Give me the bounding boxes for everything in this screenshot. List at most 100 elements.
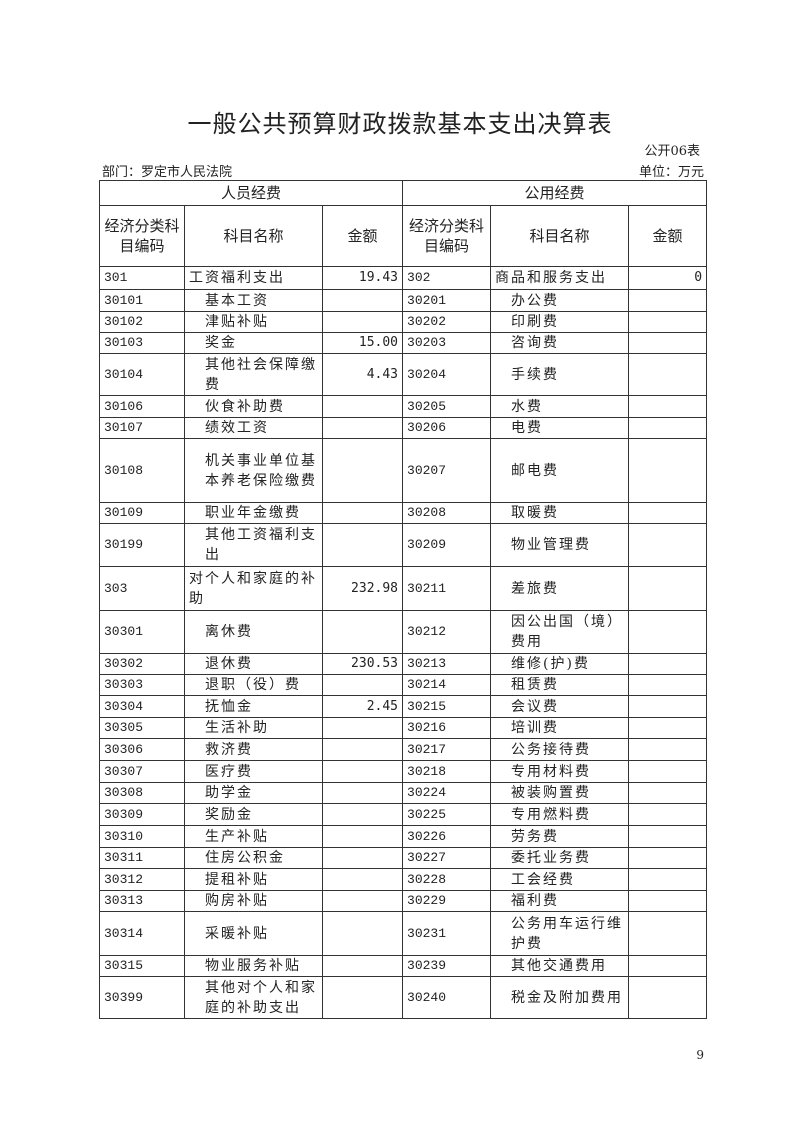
public-amount-cell (628, 332, 708, 354)
personnel-code-cell: 30311 (99, 847, 185, 869)
personnel-name-cell: 其他社会保障缴费 (184, 353, 323, 396)
public-name-cell: 咨询费 (490, 332, 630, 354)
public-name-cell: 劳务费 (490, 825, 630, 848)
public-name-cell: 专用材料费 (490, 760, 630, 783)
public-name-cell: 福利费 (490, 890, 630, 912)
personnel-name-cell: 奖金 (184, 332, 323, 354)
personnel-amount-cell (321, 760, 404, 783)
public-name-cell: 邮电费 (490, 438, 630, 503)
public-code-cell: 30204 (402, 353, 492, 396)
public-code-cell: 30209 (402, 523, 492, 567)
public-code-cell: 30213 (402, 653, 492, 675)
personnel-name-cell: 对个人和家庭的补助 (184, 566, 323, 611)
public-code-cell: 30217 (402, 738, 492, 761)
personnel-name-cell: 提租补贴 (184, 868, 323, 891)
public-code-cell: 30216 (402, 717, 492, 739)
public-name-cell: 租赁费 (490, 674, 630, 696)
personnel-code-cell: 30304 (99, 695, 185, 718)
personnel-name-cell: 住房公积金 (184, 847, 323, 869)
public-amount-cell (628, 955, 708, 977)
public-name-cell: 专用燃料费 (490, 803, 630, 826)
department-label: 部门：罗定市人民法院 (102, 165, 233, 180)
table-row: 30104 其他社会保障缴费 4.43 30204 手续费 (99, 353, 708, 396)
table-row: 30109 职业年金缴费 30208 取暖费 (99, 502, 708, 524)
personnel-code-cell: 30312 (99, 868, 185, 891)
public-name-cell: 被装购置费 (490, 782, 630, 804)
public-amount-cell (628, 566, 708, 611)
table-row: 30302 退休费 230.53 30213 维修(护)费 (99, 653, 708, 675)
page-title: 一般公共预算财政拨款基本支出决算表 (187, 110, 613, 138)
public-amount-cell (628, 890, 708, 912)
public-code-cell: 30228 (402, 868, 492, 891)
public-code-cell: 302 (402, 266, 492, 290)
public-name-cell: 公务接待费 (490, 738, 630, 761)
group-header-public: 公用经费 (402, 180, 708, 206)
personnel-code-cell: 30313 (99, 890, 185, 912)
group-header-personnel: 人员经费 (98, 180, 404, 206)
personnel-amount-cell (321, 610, 404, 654)
public-code-cell: 30203 (402, 332, 492, 354)
public-code-cell: 30214 (402, 674, 492, 696)
personnel-amount-cell (321, 417, 404, 439)
header-amount: 金额 (628, 205, 708, 267)
public-code-cell: 30212 (402, 610, 492, 654)
personnel-amount-cell (321, 717, 404, 739)
personnel-name-cell: 采暖补贴 (184, 911, 323, 956)
table-row: 30315 物业服务补贴 30239 其他交通费用 (99, 955, 708, 977)
public-amount-cell (628, 782, 708, 804)
personnel-name-cell: 助学金 (184, 782, 323, 804)
personnel-name-cell: 生活补助 (184, 717, 323, 739)
personnel-amount-cell (321, 523, 404, 567)
table-row: 30101 基本工资 30201 办公费 (99, 289, 708, 312)
header-name: 科目名称 (490, 205, 630, 267)
public-code-cell: 30205 (402, 395, 492, 418)
public-amount-cell (628, 717, 708, 739)
personnel-code-cell: 30106 (99, 395, 185, 418)
public-name-cell: 物业管理费 (490, 523, 630, 567)
personnel-name-cell: 退休费 (184, 653, 323, 675)
public-amount-cell (628, 825, 708, 848)
public-amount-cell (628, 502, 708, 524)
table-row: 30303 退职（役）费 30214 租赁费 (99, 674, 708, 696)
public-amount-cell (628, 311, 708, 333)
table-row: 30311 住房公积金 30227 委托业务费 (99, 847, 708, 869)
personnel-amount-cell: 4.43 (321, 353, 404, 396)
table-row: 301 工资福利支出 19.43 302 商品和服务支出 0 (99, 266, 708, 290)
personnel-code-cell: 30399 (99, 976, 185, 1019)
public-name-cell: 手续费 (490, 353, 630, 396)
unit-label: 单位：万元 (638, 165, 704, 180)
personnel-amount-cell: 2.45 (321, 695, 404, 718)
public-amount-cell (628, 395, 708, 418)
table-row: 30102 津贴补贴 30202 印刷费 (99, 311, 708, 333)
table-row: 30108 机关事业单位基本养老保险缴费 30207 邮电费 (99, 438, 708, 503)
table-row: 30309 奖励金 30225 专用燃料费 (99, 803, 708, 826)
personnel-code-cell: 30103 (99, 332, 185, 354)
personnel-code-cell: 30310 (99, 825, 185, 848)
header-code: 经济分类科目编码 (402, 205, 492, 267)
form-number: 公开06表 (644, 144, 700, 159)
public-name-cell: 其他交通费用 (490, 955, 630, 977)
personnel-amount-cell: 19.43 (321, 266, 404, 290)
table-row: 30103 奖金 15.00 30203 咨询费 (99, 332, 708, 354)
public-amount-cell (628, 289, 708, 312)
public-code-cell: 30227 (402, 847, 492, 869)
public-amount-cell (628, 760, 708, 783)
table-row: 30308 助学金 30224 被装购置费 (99, 782, 708, 804)
header-code: 经济分类科目编码 (99, 205, 185, 267)
public-code-cell: 30226 (402, 825, 492, 848)
public-amount-cell (628, 695, 708, 718)
personnel-code-cell: 30302 (99, 653, 185, 675)
personnel-name-cell: 购房补贴 (184, 890, 323, 912)
table-row: 30106 伙食补助费 30205 水费 (99, 395, 708, 418)
public-code-cell: 30231 (402, 911, 492, 956)
header-name: 科目名称 (184, 205, 323, 267)
public-code-cell: 30229 (402, 890, 492, 912)
public-amount-cell: 0 (628, 266, 708, 290)
table-row: 30312 提租补贴 30228 工会经费 (99, 868, 708, 891)
personnel-code-cell: 30306 (99, 738, 185, 761)
public-code-cell: 30240 (402, 976, 492, 1019)
personnel-code-cell: 30314 (99, 911, 185, 956)
personnel-code-cell: 30301 (99, 610, 185, 654)
table-row: 30399 其他对个人和家庭的补助支出 30240 税金及附加费用 (99, 976, 708, 1019)
